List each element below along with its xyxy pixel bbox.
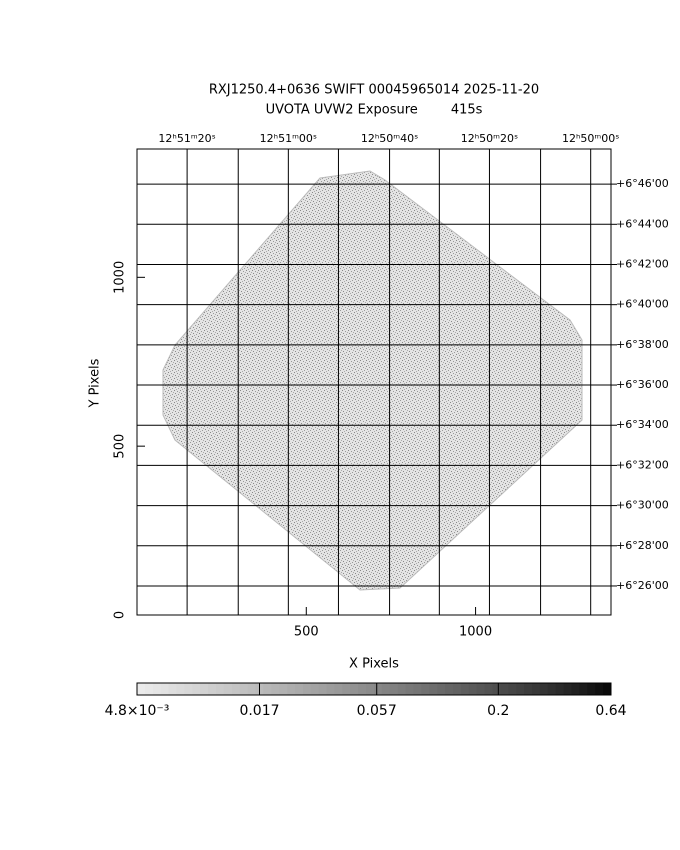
colorbar-cell xyxy=(539,683,549,695)
y-tick-label: 1000 xyxy=(113,261,128,294)
colorbar-cell xyxy=(563,683,572,695)
colorbar-cell xyxy=(555,683,565,695)
y2-tick-label: +6°42'00 xyxy=(616,257,669,270)
y-tick-label: 500 xyxy=(113,434,128,459)
y2-tick-label: +6°46'00 xyxy=(616,177,669,190)
colorbar-cell xyxy=(492,683,501,695)
colorbar-cell xyxy=(437,683,446,695)
colorbar-cell xyxy=(168,683,177,695)
x-tick-label: 500 xyxy=(294,625,319,640)
x-tick-label: 1000 xyxy=(459,625,492,640)
colorbar-cell xyxy=(603,683,612,695)
colorbar-cell xyxy=(137,683,146,695)
colorbar-cell xyxy=(500,683,509,695)
colorbar-cell xyxy=(160,683,170,695)
colorbar-cell xyxy=(453,683,462,695)
chart-title: RXJ1250.4+0636 SWIFT 00045965014 2025-11… xyxy=(209,83,539,98)
colorbar-cell xyxy=(366,683,375,695)
colorbar-cell xyxy=(176,683,185,695)
y-axis-label: Y Pixels xyxy=(88,358,103,408)
colorbar-cell xyxy=(200,683,209,695)
colorbar-cell xyxy=(413,683,422,695)
colorbar-cell xyxy=(326,683,335,695)
colorbar-tick-label: 0.2 xyxy=(487,703,509,719)
colorbar-cell xyxy=(263,683,272,695)
colorbar-cell xyxy=(271,683,280,695)
y2-tick-label: +6°38'00 xyxy=(616,338,669,351)
y2-tick-label: +6°32'00 xyxy=(616,458,669,471)
colorbar-cell xyxy=(532,683,541,695)
colorbar-cell xyxy=(208,683,217,695)
colorbar-cell xyxy=(508,683,517,695)
colorbar-cell xyxy=(231,683,241,695)
colorbar-cell xyxy=(587,683,596,695)
y2-tick-label: +6°30'00 xyxy=(616,499,669,512)
y2-tick-label: +6°40'00 xyxy=(616,298,669,311)
x2-tick-label: 12ʰ51ᵐ00ˢ xyxy=(260,132,317,145)
colorbar-cell xyxy=(484,683,493,695)
colorbar-cell xyxy=(318,683,328,695)
colorbar-cell xyxy=(460,683,470,695)
colorbar-cell xyxy=(429,683,438,695)
x2-tick-label: 12ʰ50ᵐ00ˢ xyxy=(562,132,619,145)
colorbar-cell xyxy=(374,683,383,695)
colorbar-cell xyxy=(310,683,320,695)
x2-tick-label: 12ʰ50ᵐ40ˢ xyxy=(361,132,418,145)
colorbar-tick-label: 0.057 xyxy=(357,703,397,719)
colorbar-cell xyxy=(595,683,604,695)
colorbar-cell xyxy=(287,683,296,695)
colorbar-cell xyxy=(350,683,359,695)
colorbar-cell xyxy=(152,683,162,695)
colorbar-cell xyxy=(295,683,304,695)
colorbar-cell xyxy=(524,683,533,695)
colorbar-cell xyxy=(468,683,478,695)
colorbar-cell xyxy=(381,683,391,695)
colorbar-cell xyxy=(279,683,288,695)
colorbar-cell xyxy=(144,683,154,695)
colorbar-cell xyxy=(476,683,486,695)
y2-tick-label: +6°28'00 xyxy=(616,539,669,552)
colorbar-cell xyxy=(571,683,580,695)
colorbar-cell xyxy=(405,683,414,695)
colorbar-tick-label: 0.64 xyxy=(595,703,626,719)
colorbar-cell xyxy=(547,683,557,695)
colorbar-cell xyxy=(223,683,233,695)
y2-tick-label: +6°26'00 xyxy=(616,579,669,592)
colorbar-cell xyxy=(239,683,249,695)
y2-tick-label: +6°34'00 xyxy=(616,418,669,431)
colorbar-cell xyxy=(342,683,351,695)
y-tick-label: 0 xyxy=(113,611,128,619)
colorbar-cell xyxy=(358,683,367,695)
colorbar-cell xyxy=(389,683,399,695)
colorbar-tick-label: 4.8×10⁻³ xyxy=(105,703,170,719)
colorbar-cell xyxy=(302,683,312,695)
chart-subtitle: UVOTA UVW2 Exposure 415s xyxy=(266,103,483,118)
colorbar-cell xyxy=(334,683,343,695)
x2-tick-label: 12ʰ51ᵐ20ˢ xyxy=(158,132,215,145)
colorbar-cell xyxy=(192,683,201,695)
y2-tick-label: +6°44'00 xyxy=(616,217,669,230)
exposure-image xyxy=(162,170,583,591)
plot-frame xyxy=(136,148,612,616)
colorbar-tick-label: 0.017 xyxy=(239,703,279,719)
x-axis-label: X Pixels xyxy=(349,657,399,672)
y2-tick-label: +6°36'00 xyxy=(616,378,669,391)
colorbar-cell xyxy=(516,683,525,695)
colorbar-cell xyxy=(579,683,588,695)
colorbar-cell xyxy=(247,683,256,695)
colorbar-cell xyxy=(397,683,407,695)
colorbar-cell xyxy=(421,683,430,695)
x2-tick-label: 12ʰ50ᵐ20ˢ xyxy=(461,132,518,145)
colorbar-cell xyxy=(216,683,225,695)
colorbar-cell xyxy=(445,683,454,695)
colorbar-cell xyxy=(184,683,193,695)
